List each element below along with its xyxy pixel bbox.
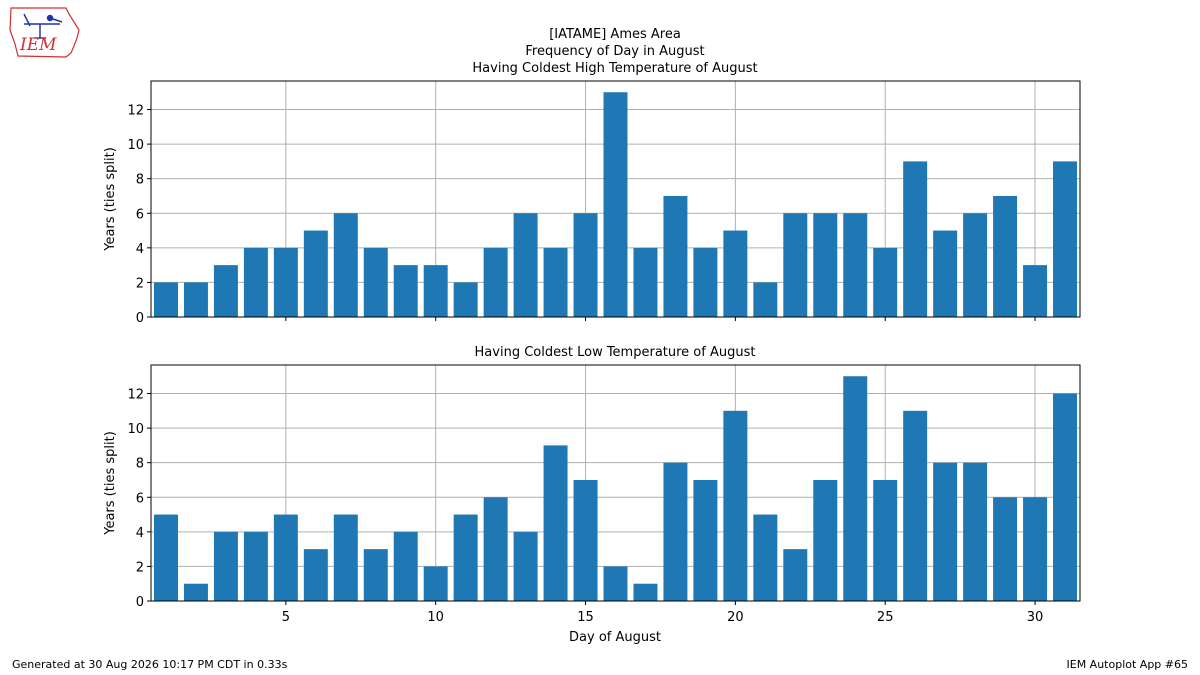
y-tick-label: 10 <box>127 422 144 437</box>
y-tick-label: 0 <box>136 595 144 610</box>
bar-day-28 <box>963 213 988 317</box>
bar-day-7 <box>333 213 358 317</box>
bar-day-31 <box>1053 393 1078 601</box>
bar-day-11 <box>453 514 478 601</box>
y-tick-label: 6 <box>136 491 144 506</box>
bar-day-25 <box>873 247 898 317</box>
y-tick-label: 0 <box>136 311 144 326</box>
iem-logo: IEM <box>9 7 80 58</box>
bar-day-13 <box>513 531 538 601</box>
bar-day-24 <box>843 213 868 317</box>
bar-day-9 <box>393 531 418 601</box>
x-tick-label: 10 <box>427 610 444 625</box>
bar-day-2 <box>183 282 208 317</box>
bar-day-13 <box>513 213 538 317</box>
plot-frame <box>150 364 1081 602</box>
bar-day-1 <box>153 514 178 601</box>
bar-day-20 <box>723 410 748 601</box>
bar-day-16 <box>603 92 628 317</box>
bar-day-15 <box>573 213 598 317</box>
x-tick-label: 5 <box>282 610 290 625</box>
bar-day-18 <box>663 195 688 317</box>
bar-day-8 <box>363 247 388 317</box>
bar-day-1 <box>153 282 178 317</box>
bar-day-23 <box>813 479 838 601</box>
bar-day-24 <box>843 376 868 601</box>
bar-day-6 <box>303 230 328 317</box>
bar-day-26 <box>903 161 928 317</box>
bar-day-30 <box>1023 497 1048 601</box>
bar-day-17 <box>633 247 658 317</box>
bar-day-31 <box>1053 161 1078 317</box>
bar-day-19 <box>693 247 718 317</box>
logo-text: IEM <box>19 35 57 55</box>
bar-day-27 <box>933 230 958 317</box>
bar-day-10 <box>423 566 448 601</box>
bar-day-4 <box>243 531 268 601</box>
y-tick-label: 2 <box>136 560 144 575</box>
bar-day-5 <box>273 514 298 601</box>
subplot-title-top: Having Coldest High Temperature of Augus… <box>472 61 757 76</box>
bar-day-12 <box>483 497 508 601</box>
bar-day-14 <box>543 445 568 601</box>
y-tick-label: 8 <box>136 457 144 472</box>
bar-day-22 <box>783 549 808 601</box>
y-axis-label-top: Years (ties split) <box>103 147 118 252</box>
bar-day-10 <box>423 265 448 317</box>
y-tick-label: 4 <box>136 526 144 541</box>
bar-day-12 <box>483 247 508 317</box>
bar-day-19 <box>693 479 718 601</box>
bar-day-27 <box>933 462 958 601</box>
bar-day-7 <box>333 514 358 601</box>
plot-frame <box>150 80 1081 318</box>
coldest-low-bar-chart: 0 2 4 6 8 10 12 5 10 15 20 25 30 <box>127 364 1081 625</box>
x-tick-label: 15 <box>577 610 594 625</box>
bar-day-29 <box>993 195 1018 317</box>
y-tick-label: 10 <box>127 138 144 153</box>
app-label: IEM Autoplot App #65 <box>1067 658 1189 671</box>
bar-day-14 <box>543 247 568 317</box>
chart-title-line2: Frequency of Day in August <box>525 44 704 59</box>
y-tick-label: 2 <box>136 276 144 291</box>
bar-day-2 <box>183 583 208 601</box>
y-tick-label: 8 <box>136 173 144 188</box>
bar-day-23 <box>813 213 838 317</box>
bar-day-11 <box>453 282 478 317</box>
y-tick-label: 12 <box>127 388 144 403</box>
bar-day-18 <box>663 462 688 601</box>
bar-day-15 <box>573 479 598 601</box>
bar-day-26 <box>903 410 928 601</box>
chart-title-line1: [IATAME] Ames Area <box>549 27 681 42</box>
y-tick-label: 12 <box>127 104 144 119</box>
bar-day-3 <box>213 531 238 601</box>
bar-day-6 <box>303 549 328 601</box>
generated-timestamp: Generated at 30 Aug 2026 10:17 PM CDT in… <box>12 658 288 671</box>
bar-day-3 <box>213 265 238 317</box>
coldest-high-bar-chart: 0 2 4 6 8 10 12 <box>127 80 1081 326</box>
bar-day-9 <box>393 265 418 317</box>
bar-day-21 <box>753 282 778 317</box>
bar-day-21 <box>753 514 778 601</box>
y-tick-label: 4 <box>136 242 144 257</box>
x-tick-label: 20 <box>727 610 744 625</box>
subplot-title-bottom: Having Coldest Low Temperature of August <box>475 345 756 360</box>
y-axis-label-bottom: Years (ties split) <box>103 431 118 536</box>
bar-day-22 <box>783 213 808 317</box>
bar-day-29 <box>993 497 1018 601</box>
bar-day-8 <box>363 549 388 601</box>
bar-day-17 <box>633 583 658 601</box>
bar-day-20 <box>723 230 748 317</box>
bar-day-5 <box>273 247 298 317</box>
weather-station-icon <box>23 13 63 39</box>
bar-day-16 <box>603 566 628 601</box>
bar-day-25 <box>873 479 898 601</box>
y-tick-label: 6 <box>136 207 144 222</box>
x-tick-label: 25 <box>877 610 894 625</box>
bar-day-28 <box>963 462 988 601</box>
bar-day-30 <box>1023 265 1048 317</box>
x-tick-label: 30 <box>1027 610 1044 625</box>
bar-day-4 <box>243 247 268 317</box>
x-axis-label: Day of August <box>569 630 661 645</box>
